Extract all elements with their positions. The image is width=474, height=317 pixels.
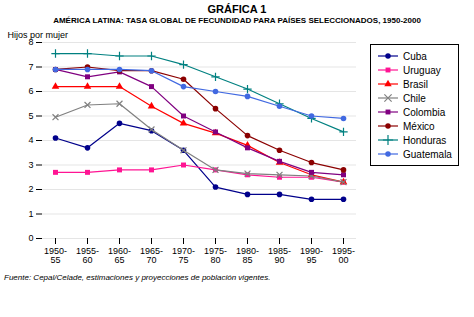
svg-text:1950-55: 1950-55 (44, 246, 67, 265)
svg-text:1970-75: 1970-75 (172, 246, 195, 265)
html-text:Guatemala: Guatemala (403, 148, 452, 160)
svg-text:1975-80: 1975-80 (204, 246, 227, 265)
svg-text:5: 5 (28, 111, 33, 121)
svg-text:Hijos por mujer: Hijos por mujer (8, 30, 69, 40)
svg-text:6: 6 (28, 86, 33, 96)
html-text:Chile: Chile (403, 92, 426, 104)
svg-text:1: 1 (28, 209, 33, 219)
svg-text:1990-95: 1990-95 (300, 246, 323, 265)
svg-text:2: 2 (28, 184, 33, 194)
svg-text:1955-60: 1955-60 (76, 246, 99, 265)
svg-text:1985-90: 1985-90 (268, 246, 291, 265)
svg-text:1960-65: 1960-65 (108, 246, 131, 265)
html-text:Colombia: Colombia (403, 106, 446, 118)
html-text:Fuente: Cepal/Celade, estimaci: Fuente: Cepal/Celade, estimaciones y pro… (4, 273, 271, 282)
html-text:GRÁFICA 1: GRÁFICA 1 (207, 3, 267, 15)
svg-text:4: 4 (28, 135, 33, 145)
html-text:Brasil: Brasil (403, 78, 428, 90)
svg-text:8: 8 (28, 37, 34, 48)
html-text:Cuba: Cuba (403, 50, 427, 62)
svg-text:1965-70: 1965-70 (140, 246, 163, 265)
svg-text:7: 7 (28, 62, 33, 72)
html-text:Uruguay: Uruguay (403, 64, 441, 76)
svg-text:1980-85: 1980-85 (236, 246, 259, 265)
svg-text:0: 0 (28, 233, 33, 243)
html-text:Honduras: Honduras (403, 134, 447, 146)
html-text:México: México (403, 120, 435, 132)
html-text:AMÉRICA LATINA: TASA GLOBAL DE: AMÉRICA LATINA: TASA GLOBAL DE FECUNDIDA… (53, 16, 421, 25)
svg-text:3: 3 (28, 160, 33, 170)
svg-text:1995-00: 1995-00 (332, 246, 355, 265)
